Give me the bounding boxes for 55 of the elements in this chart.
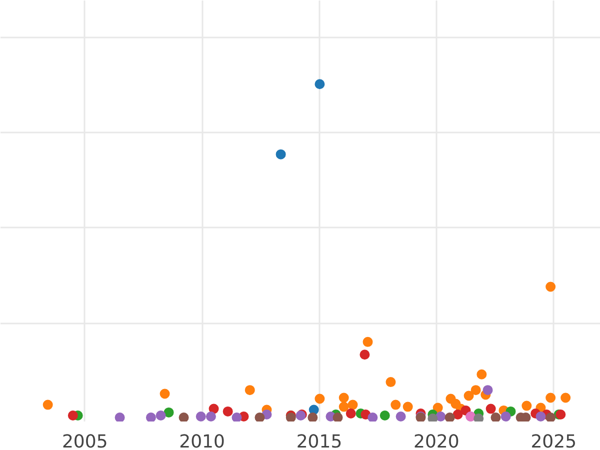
point <box>232 412 242 422</box>
point <box>206 411 216 422</box>
point <box>470 385 481 396</box>
point <box>536 411 546 422</box>
point <box>314 79 325 90</box>
point <box>402 402 413 412</box>
point <box>436 411 446 422</box>
point <box>146 412 156 422</box>
x-tick-label: 2020 <box>414 432 460 450</box>
point <box>178 412 189 422</box>
point <box>208 404 219 414</box>
point <box>244 385 255 396</box>
point <box>464 390 474 401</box>
point <box>160 388 170 399</box>
point <box>486 404 496 414</box>
point <box>482 385 493 396</box>
point <box>428 414 438 422</box>
point <box>476 369 487 380</box>
point <box>490 412 501 422</box>
point <box>380 410 390 420</box>
point <box>360 350 370 360</box>
point <box>338 392 349 403</box>
point <box>222 406 233 416</box>
x-tick-label: 2015 <box>296 432 342 450</box>
point <box>348 400 358 410</box>
point <box>42 400 53 410</box>
point <box>546 412 556 422</box>
point <box>546 392 556 403</box>
point <box>362 336 373 347</box>
x-tick-label: 2025 <box>530 432 577 450</box>
point <box>390 400 401 410</box>
point <box>346 408 356 418</box>
point <box>386 377 396 388</box>
x-tick-label: 2010 <box>179 432 225 450</box>
point <box>474 414 484 422</box>
point <box>196 411 206 422</box>
point <box>114 412 125 422</box>
point <box>276 149 286 160</box>
point <box>338 402 349 412</box>
point <box>332 412 343 422</box>
point <box>546 282 556 292</box>
point <box>368 412 378 422</box>
point <box>560 392 571 403</box>
point <box>308 412 318 422</box>
point <box>444 412 455 422</box>
point <box>522 400 532 411</box>
point <box>254 412 265 422</box>
point <box>68 410 78 420</box>
point <box>500 411 511 422</box>
point <box>396 411 406 422</box>
point <box>164 407 174 418</box>
x-tick-label: 2005 <box>62 432 108 450</box>
point <box>156 410 166 420</box>
point <box>452 409 463 420</box>
point <box>314 394 325 404</box>
